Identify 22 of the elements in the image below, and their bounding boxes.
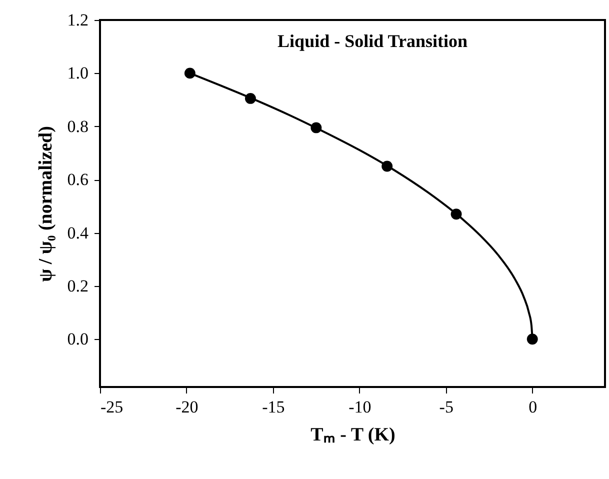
- x-tick-label: -15: [262, 398, 285, 416]
- y-tick-label: 0.2: [67, 276, 88, 296]
- y-axis-title: ψ / ψ₀ (normalized): [35, 126, 56, 282]
- point: [310, 122, 322, 134]
- x-tick-label: -20: [176, 398, 198, 416]
- x-tick-label: -10: [348, 398, 372, 416]
- x-tick-label: 0: [528, 398, 538, 416]
- y-tick-label: 1.2: [67, 10, 88, 30]
- point: [244, 92, 256, 104]
- text: Liquid - Solid Transition: [278, 31, 468, 51]
- y-tick-label: 1.0: [67, 64, 88, 83]
- point: [382, 160, 393, 172]
- x-tick-label: -5: [439, 398, 454, 416]
- y-tick-label: 0.6: [67, 170, 88, 190]
- x-tick-label: -25: [100, 398, 124, 416]
- y-tick-label: 0.0: [67, 330, 88, 349]
- y-tick-label: 0.8: [67, 116, 88, 136]
- point: [526, 334, 538, 345]
- x-axis-title: Tₘ - T (K): [310, 424, 396, 446]
- point: [184, 68, 196, 79]
- y-tick-label: 0.4: [67, 223, 89, 242]
- point: [450, 208, 462, 220]
